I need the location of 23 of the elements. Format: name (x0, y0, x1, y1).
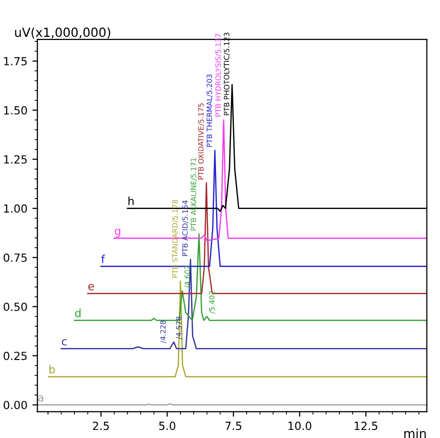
series-label: f (101, 254, 106, 264)
x-tick-label: 7.5 (226, 422, 242, 430)
y-tick-label: 0.75 (4, 253, 27, 262)
y-tick-label: 0.00 (4, 400, 27, 410)
x-tick-label: 12.5 (354, 422, 378, 430)
y-tick-label: 0.25 (4, 352, 27, 360)
y-tick-label: 0.50 (4, 302, 27, 311)
series-label: c (62, 339, 67, 346)
y-tick-label: 1.00 (4, 204, 27, 213)
y-tick-label: 1.25 (4, 155, 27, 164)
series-label: d (75, 308, 81, 318)
series-label: a (38, 395, 44, 402)
series-label: e (88, 284, 94, 290)
y-tick-label: 1.50 (4, 106, 27, 115)
series-label: g (114, 228, 120, 238)
y-tick-label: 1.75 (4, 57, 27, 66)
y-axis-title: uV(x1,000,000) (15, 27, 110, 38)
x-tick-label: 10.0 (288, 422, 312, 430)
series-label: h (128, 196, 134, 206)
x-tick-label: 5.0 (159, 422, 176, 430)
x-axis-title: min (404, 428, 426, 438)
series-label: b (50, 365, 55, 374)
x-tick-label: 2.5 (92, 422, 109, 430)
